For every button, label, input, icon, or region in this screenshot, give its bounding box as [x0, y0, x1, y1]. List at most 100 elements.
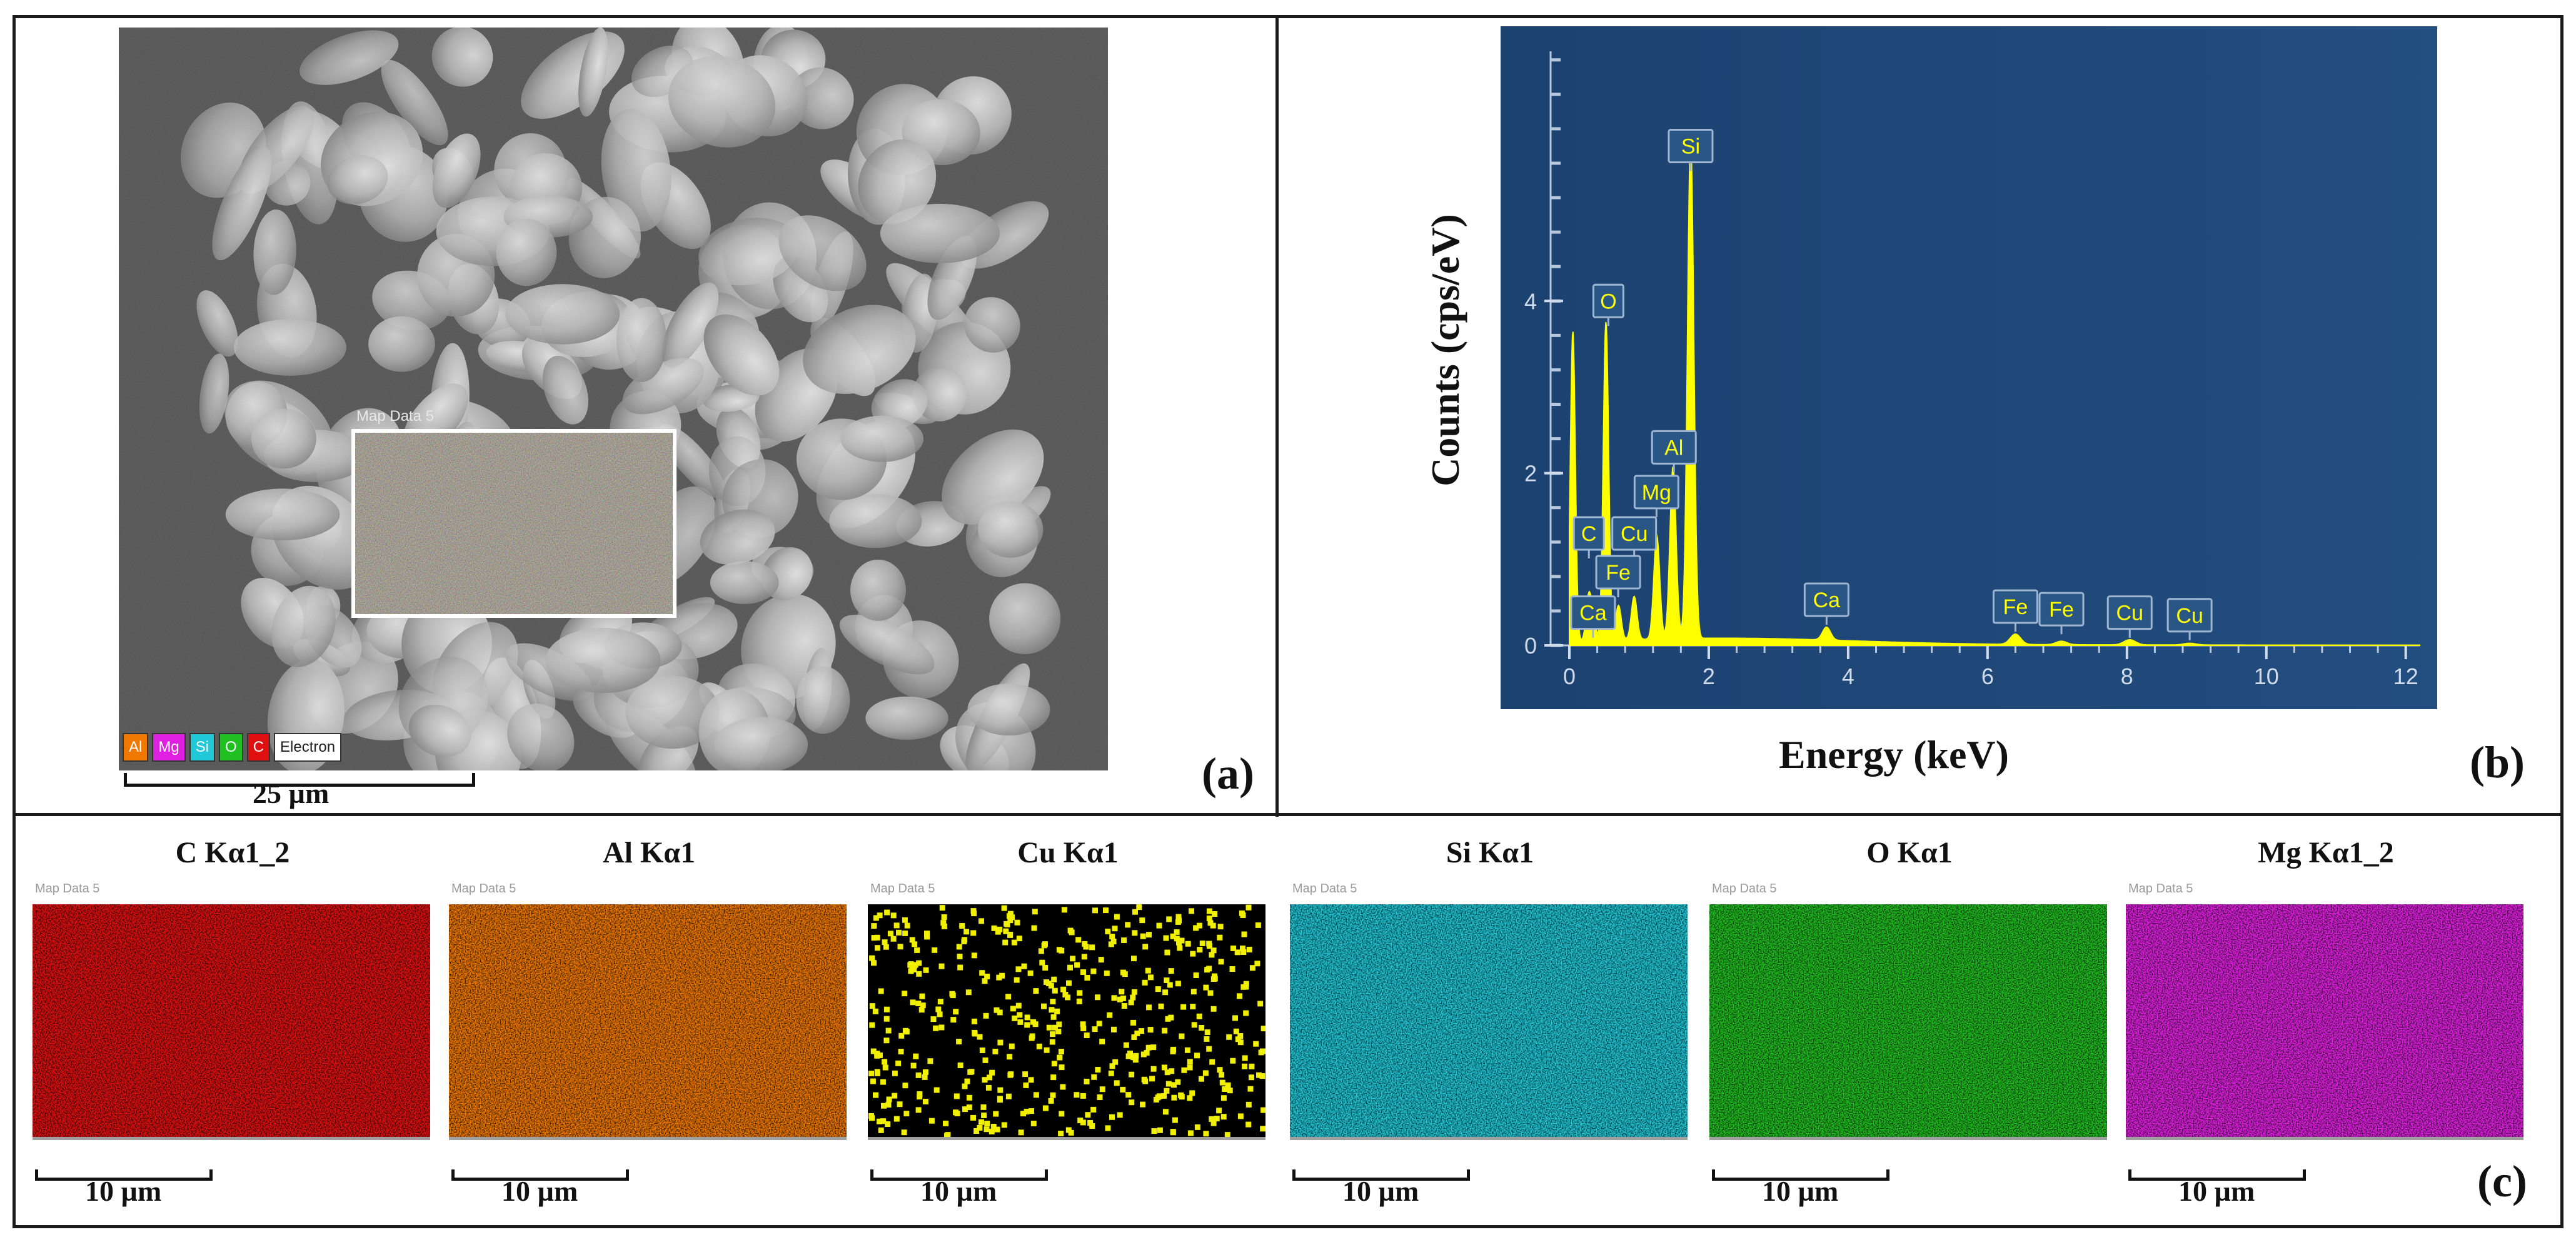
cu-dot: [881, 1103, 887, 1109]
cu-dot: [1237, 993, 1242, 999]
cu-dot: [1222, 1086, 1228, 1092]
cu-dot: [916, 960, 922, 966]
cu-dot: [910, 999, 916, 1006]
x-tick-label: 2: [1703, 664, 1715, 689]
map-inset: [351, 429, 677, 618]
cu-dot: [1147, 974, 1154, 981]
cu-dot: [1012, 1015, 1018, 1021]
cu-dot: [1179, 937, 1185, 944]
cu-dot: [1029, 1108, 1034, 1114]
cu-dot: [1133, 1053, 1139, 1059]
figure-frame: [13, 15, 2563, 1228]
cu-dot: [912, 962, 918, 968]
cu-dot: [1245, 1101, 1252, 1108]
cu-dot: [1044, 1047, 1050, 1053]
cu-dot: [1109, 1063, 1115, 1069]
cu-dot: [1249, 965, 1255, 971]
cu-dot: [1002, 939, 1009, 946]
cu-dot: [1117, 1112, 1123, 1118]
map-scale-label-2: 10 µm: [920, 1175, 997, 1207]
cu-dot: [1092, 1026, 1098, 1032]
cu-dot: [1239, 910, 1245, 916]
cu-dot: [1191, 1022, 1197, 1028]
cu-dot: [957, 1063, 963, 1068]
cu-dot: [1134, 1030, 1140, 1036]
cu-dot: [917, 1091, 923, 1097]
cu-dot: [1052, 1024, 1058, 1031]
cu-dot: [1004, 921, 1010, 927]
cu-dot: [982, 1077, 988, 1083]
cu-dot: [1235, 1036, 1241, 1043]
cu-dot: [923, 967, 929, 973]
cu-dot: [979, 1119, 984, 1125]
svg-text:Si: Si: [1681, 134, 1700, 158]
cu-dot: [1209, 1059, 1215, 1065]
cu-dot: [997, 1097, 1003, 1103]
cu-dot: [1260, 1026, 1267, 1032]
map-underline-2: [868, 1137, 1265, 1140]
cu-dot: [1187, 1130, 1194, 1136]
cu-dot: [1164, 977, 1170, 983]
cu-dot: [1007, 1054, 1013, 1060]
cu-dot: [1121, 937, 1127, 943]
svg-text:O: O: [1600, 290, 1616, 313]
cu-dot: [1067, 964, 1073, 971]
map-scale-label-3: 10 µm: [1342, 1175, 1419, 1207]
x-axis-title: Energy (keV): [1779, 732, 2009, 777]
peak-label-fe: Fe: [1992, 589, 2038, 632]
element-map-1: [449, 904, 847, 1137]
cu-dot: [1237, 1113, 1244, 1119]
cu-dot: [937, 1011, 943, 1017]
cu-dot: [882, 1059, 887, 1065]
cu-dot: [1255, 922, 1261, 928]
cu-dot: [933, 1087, 940, 1093]
map-caption-5: Map Data 5: [2128, 882, 2193, 896]
cu-dot: [1005, 994, 1012, 1000]
cu-dot: [1242, 1055, 1248, 1061]
cu-dot: [1077, 990, 1083, 996]
cu-dot: [997, 1087, 1004, 1093]
spectrum-trace: [1569, 139, 2420, 646]
cu-dot: [957, 953, 963, 959]
cu-dot: [1175, 981, 1181, 987]
cu-dot: [953, 1009, 959, 1015]
cu-dot: [1218, 959, 1224, 965]
map-scale-label-1: 10 µm: [501, 1175, 578, 1207]
cu-dot: [873, 1092, 878, 1098]
cu-dot: [1153, 1096, 1159, 1103]
map-underline-0: [33, 1137, 430, 1140]
cu-dot: [1171, 1094, 1177, 1101]
cu-dot: [1060, 1084, 1066, 1090]
cu-dot: [1082, 941, 1088, 947]
x-tick-label: 4: [1842, 664, 1854, 689]
cu-dot: [1162, 1027, 1168, 1034]
cu-dot: [901, 1129, 907, 1136]
cu-dot: [871, 960, 877, 966]
cu-dot: [1156, 922, 1162, 929]
cu-dot: [872, 1008, 878, 1014]
cu-dot: [1020, 1111, 1026, 1117]
element-map-3: [1290, 904, 1688, 1137]
cu-dot: [1123, 1042, 1129, 1048]
cu-dot: [1132, 909, 1138, 915]
cu-dot: [1149, 1076, 1155, 1082]
cu-dot: [1165, 1081, 1172, 1087]
cu-dot: [1033, 1092, 1039, 1098]
cu-dot: [1240, 945, 1245, 951]
cu-dot: [1181, 1067, 1187, 1073]
cu-dot: [1206, 941, 1212, 947]
cu-dot: [1220, 1095, 1227, 1101]
cu-dot: [1190, 1004, 1196, 1009]
cu-dot: [1220, 1114, 1227, 1120]
cu-dot: [1180, 1004, 1187, 1010]
cu-dot: [1024, 1109, 1030, 1115]
cu-dot: [1150, 1066, 1157, 1072]
cu-dot: [1139, 1028, 1145, 1034]
cu-dot: [870, 1078, 876, 1084]
cu-dot: [1051, 976, 1057, 982]
peak-label-c: C: [1572, 516, 1605, 559]
cu-dot: [1017, 1019, 1024, 1025]
cu-dot: [1099, 1038, 1105, 1044]
cu-dot: [966, 1094, 972, 1101]
cu-dot: [1187, 1059, 1193, 1065]
